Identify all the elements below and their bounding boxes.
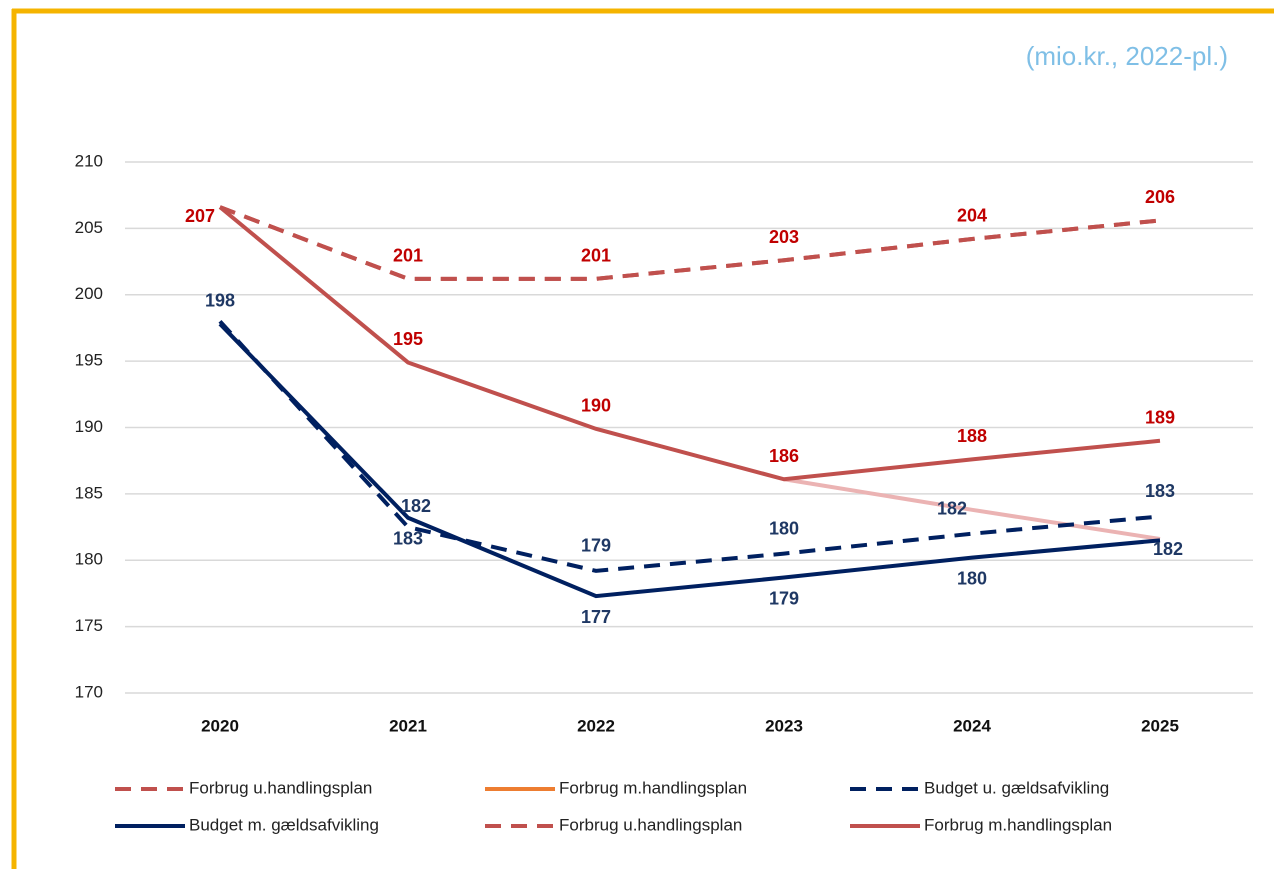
data-label: 203 xyxy=(769,227,799,247)
x-tick-label: 2024 xyxy=(953,716,991,735)
legend-label: Budget u. gældsafvikling xyxy=(924,778,1109,797)
data-label: 198 xyxy=(205,291,235,311)
y-tick-label: 170 xyxy=(75,682,103,701)
data-label: 207 xyxy=(185,206,215,226)
series-line xyxy=(218,322,1161,599)
x-tick-label: 2020 xyxy=(201,716,239,735)
y-tick-label: 175 xyxy=(75,616,103,635)
series-line xyxy=(783,477,1161,541)
data-label: 204 xyxy=(957,206,987,226)
y-tick-label: 210 xyxy=(75,151,103,170)
data-label: 179 xyxy=(581,536,611,556)
data-label: 189 xyxy=(1145,408,1175,428)
y-tick-label: 190 xyxy=(75,417,103,436)
data-label: 180 xyxy=(957,568,987,588)
series-line xyxy=(218,205,1161,482)
data-label: 177 xyxy=(581,607,611,627)
data-label: 201 xyxy=(581,246,611,266)
legend-label: Budget m. gældsafvikling xyxy=(189,815,379,834)
y-tick-label: 195 xyxy=(75,351,103,370)
data-label: 183 xyxy=(393,529,423,549)
unit-note: (mio.kr., 2022-pl.) xyxy=(1026,41,1228,71)
legend-label: Forbrug u.handlingsplan xyxy=(189,778,372,797)
y-tick-label: 185 xyxy=(75,483,103,502)
data-label: 182 xyxy=(401,496,431,516)
data-label: 206 xyxy=(1145,187,1175,207)
data-label: 186 xyxy=(769,446,799,466)
data-label: 179 xyxy=(769,588,799,608)
series-line xyxy=(219,205,1161,281)
data-label: 182 xyxy=(1153,539,1183,559)
x-tick-label: 2023 xyxy=(765,716,803,735)
x-tick-label: 2021 xyxy=(389,716,427,735)
legend-label: Forbrug m.handlingsplan xyxy=(559,778,747,797)
data-label: 182 xyxy=(937,498,967,518)
y-tick-label: 200 xyxy=(75,284,103,303)
legend-label: Forbrug u.handlingsplan xyxy=(559,815,742,834)
y-tick-label: 180 xyxy=(75,550,103,569)
data-label: 190 xyxy=(581,396,611,416)
data-label: 183 xyxy=(1145,481,1175,501)
x-tick-label: 2025 xyxy=(1141,716,1179,735)
data-label: 195 xyxy=(393,329,423,349)
data-label: 180 xyxy=(769,518,799,538)
x-tick-label: 2022 xyxy=(577,716,615,735)
data-label: 188 xyxy=(957,426,987,446)
legend-label: Forbrug m.handlingsplan xyxy=(924,815,1112,834)
data-label: 201 xyxy=(393,246,423,266)
y-tick-label: 205 xyxy=(75,218,103,237)
